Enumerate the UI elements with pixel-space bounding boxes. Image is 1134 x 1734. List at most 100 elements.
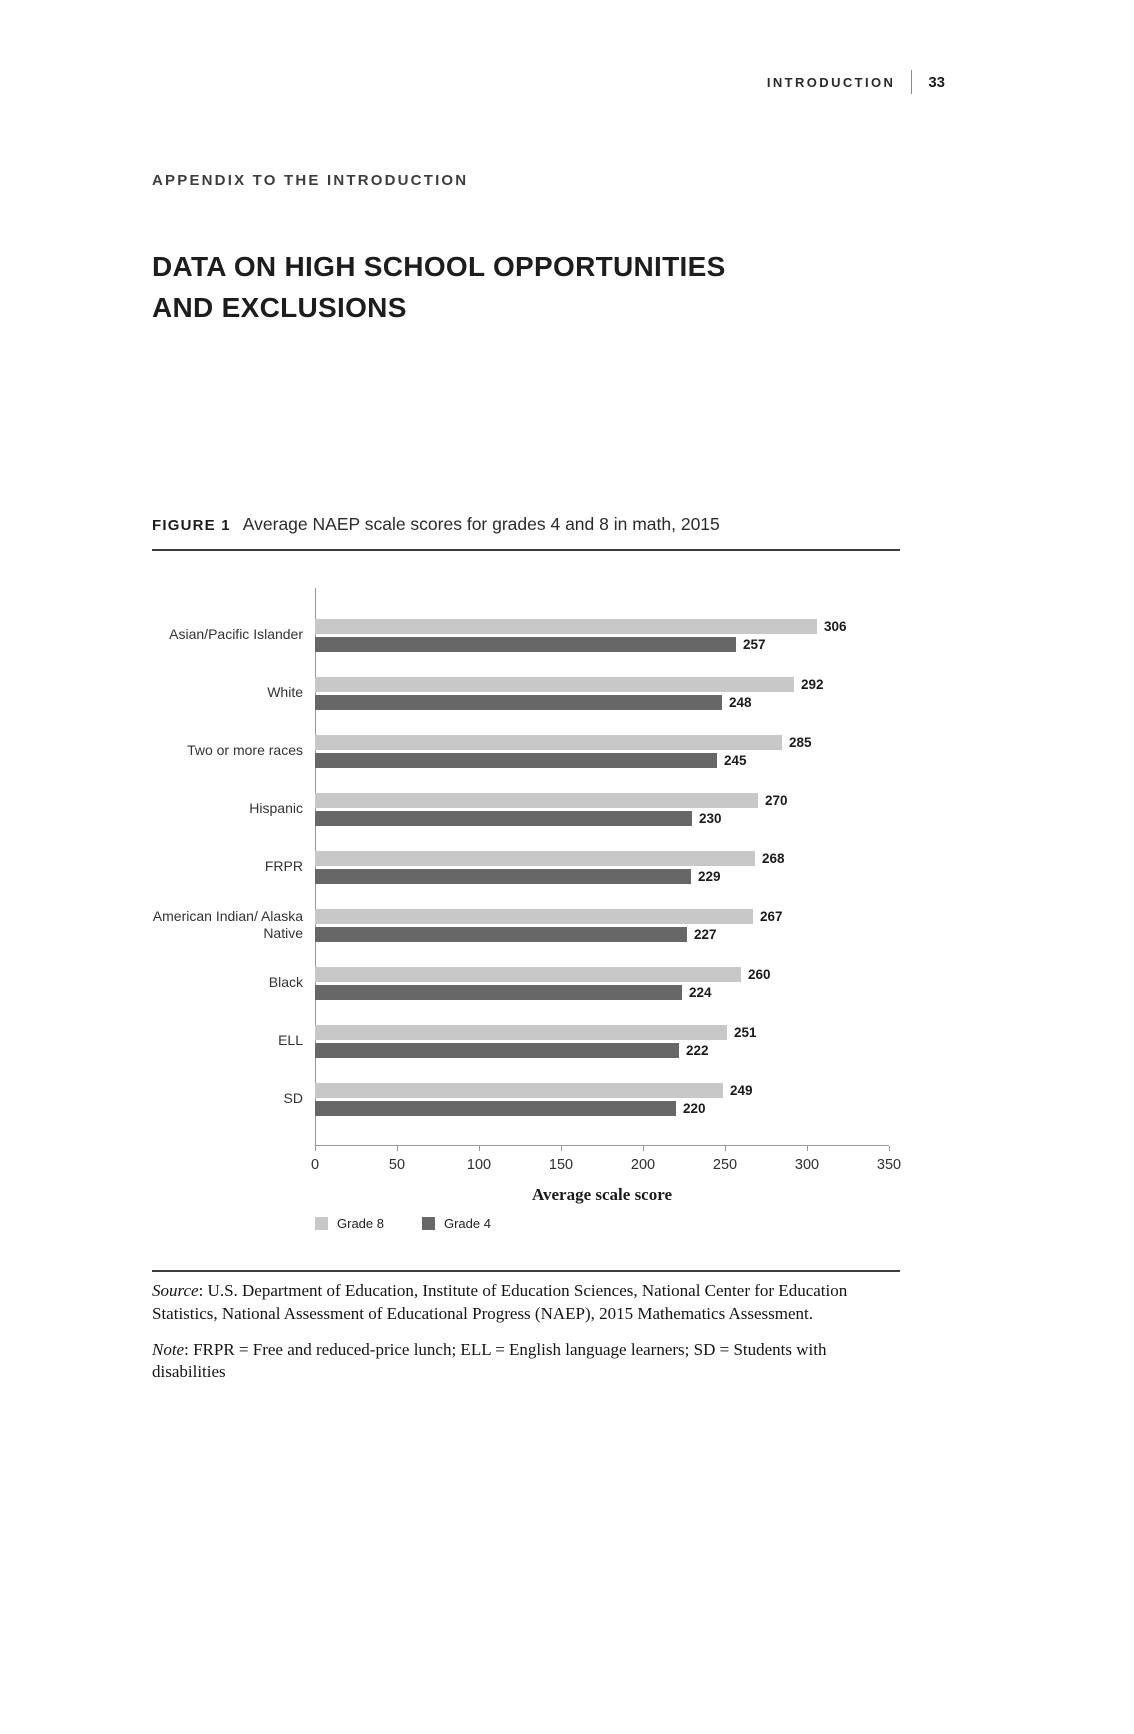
- chart-row: American Indian/ Alaska Native 267 227: [152, 896, 932, 954]
- bar-grade-4: [315, 810, 692, 826]
- legend-item: Grade 4: [421, 1216, 491, 1231]
- bar-grade-4: [315, 926, 687, 942]
- bar-line: 245: [315, 752, 812, 768]
- tick-label: 250: [712, 1157, 738, 1173]
- header-divider: [911, 70, 913, 94]
- bar-value: 292: [801, 676, 824, 692]
- running-header: INTRODUCTION 33: [152, 70, 945, 94]
- chart-row: Two or more races 285 245: [152, 722, 932, 780]
- bar-line: 285: [315, 734, 812, 750]
- tick-label: 150: [548, 1157, 574, 1173]
- bar-line: 270: [315, 792, 788, 808]
- bar-group: 285 245: [315, 734, 812, 768]
- bar-value: 268: [762, 850, 785, 866]
- bar-grade-4: [315, 868, 691, 884]
- bar-line: 230: [315, 810, 788, 826]
- bar-value: 248: [729, 694, 752, 710]
- tick-mark: [643, 1146, 644, 1151]
- bar-value: 220: [683, 1100, 706, 1116]
- category-label: White: [267, 684, 303, 701]
- source-note: Source: U.S. Department of Education, In…: [152, 1280, 904, 1326]
- legend-swatch-grade-4: [421, 1217, 435, 1230]
- bar-group: 292 248: [315, 676, 824, 710]
- bar-value: 227: [694, 926, 717, 942]
- category-label: FRPR: [264, 858, 303, 875]
- bar-grade-8: [315, 792, 758, 808]
- tick-label: 0: [310, 1157, 320, 1173]
- tick-mark: [397, 1146, 398, 1151]
- bar-grade-4: [315, 984, 682, 1000]
- bar-group: 249 220: [315, 1082, 753, 1116]
- chart-legend: Grade 8 Grade 4: [315, 1216, 491, 1231]
- bar-value: 229: [698, 868, 721, 884]
- bar-line: 248: [315, 694, 824, 710]
- bar-value: 285: [789, 734, 812, 750]
- bar-chart: Asian/Pacific Islander 306 257 White 292 248 T…: [152, 588, 932, 1238]
- chart-row: SD 249 220: [152, 1070, 932, 1128]
- bar-line: 268: [315, 850, 785, 866]
- bar-grade-4: [315, 636, 736, 652]
- x-axis-label: Average scale score: [531, 1185, 673, 1204]
- chart-rows: Asian/Pacific Islander 306 257 White 292 248 T…: [152, 606, 932, 1128]
- legend-label: Grade 4: [443, 1216, 491, 1231]
- category-label: Black: [268, 974, 303, 991]
- tick-mark: [315, 1146, 316, 1151]
- bar-line: 220: [315, 1100, 753, 1116]
- bar-value: 267: [760, 908, 783, 924]
- x-axis-line: [315, 1145, 889, 1146]
- bar-grade-8: [315, 676, 794, 692]
- note-text: : FRPR = Free and reduced-price lunch; E…: [152, 1339, 827, 1382]
- bar-value: 249: [730, 1082, 753, 1098]
- bar-line: 306: [315, 618, 847, 634]
- bar-group: 270 230: [315, 792, 788, 826]
- bar-value: 260: [748, 966, 771, 982]
- bar-grade-4: [315, 752, 717, 768]
- category-label: American Indian/ Alaska Native: [152, 907, 303, 942]
- bar-grade-8: [315, 1024, 727, 1040]
- bar-group: 260 224: [315, 966, 771, 1000]
- bar-grade-8: [315, 734, 782, 750]
- bar-value: 257: [743, 636, 766, 652]
- bar-value: 224: [689, 984, 712, 1000]
- figure-label: FIGURE 1: [152, 517, 231, 534]
- bar-line: 249: [315, 1082, 753, 1098]
- category-label: Hispanic: [249, 800, 303, 817]
- bar-value: 245: [724, 752, 747, 768]
- abbreviation-note: Note: FRPR = Free and reduced-price lunc…: [152, 1339, 904, 1385]
- tick-label: 300: [794, 1157, 820, 1173]
- bar-line: 260: [315, 966, 771, 982]
- source-label: Source: [152, 1281, 199, 1300]
- chart-row: Hispanic 270 230: [152, 780, 932, 838]
- legend-swatch-grade-8: [315, 1217, 328, 1230]
- page-number: 33: [928, 73, 945, 91]
- y-axis-line: [315, 588, 316, 1145]
- legend-label: Grade 8: [337, 1216, 384, 1231]
- tick-mark: [479, 1146, 480, 1151]
- notes-rule: [152, 1270, 900, 1272]
- legend-item: Grade 8: [315, 1216, 384, 1231]
- chart-row: Black 260 224: [152, 954, 932, 1012]
- figure-caption: FIGURE 1 Average NAEP scale scores for gr…: [152, 514, 900, 535]
- bar-grade-8: [315, 908, 753, 924]
- category-label: ELL: [278, 1032, 303, 1049]
- bar-value: 270: [765, 792, 788, 808]
- category-label: Two or more races: [187, 742, 303, 759]
- tick-label: 350: [876, 1157, 902, 1173]
- bar-grade-8: [315, 966, 741, 982]
- bar-line: 257: [315, 636, 847, 652]
- page-title: DATA ON HIGH SCHOOL OPPORTUNITIES AND EX…: [152, 251, 726, 324]
- caption-rule: [152, 549, 900, 551]
- bar-line: 229: [315, 868, 785, 884]
- header-section-title: INTRODUCTION: [766, 74, 896, 90]
- bar-value: 251: [734, 1024, 757, 1040]
- bar-line: 292: [315, 676, 824, 692]
- category-label: SD: [283, 1090, 303, 1107]
- tick-mark: [807, 1146, 808, 1151]
- tick-mark: [561, 1146, 562, 1151]
- bar-value: 222: [686, 1042, 709, 1058]
- bar-group: 268 229: [315, 850, 785, 884]
- bar-group: 267 227: [315, 908, 783, 942]
- tick-mark: [725, 1146, 726, 1151]
- source-text: : U.S. Department of Education, Institut…: [152, 1281, 848, 1323]
- bar-grade-8: [315, 850, 755, 866]
